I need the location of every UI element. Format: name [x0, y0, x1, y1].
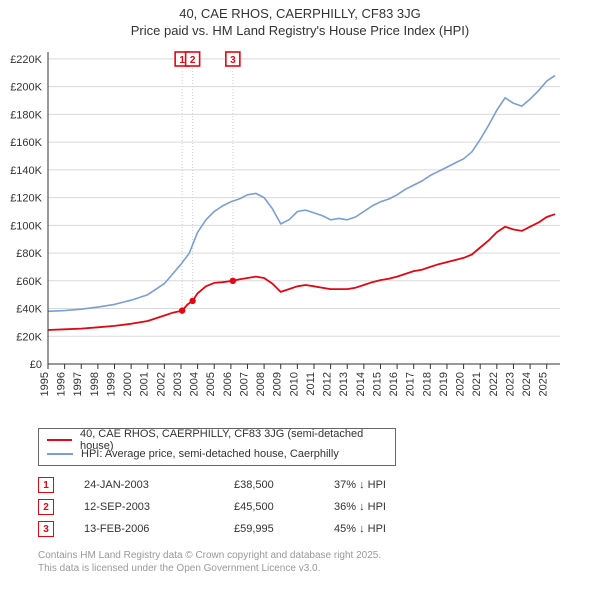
svg-text:£220K: £220K — [10, 54, 42, 66]
chart-area: £0 £20K £40K £60K £80K £100K £120K £140K £160K £1… — [0, 44, 570, 424]
sale-price: £45,500 — [234, 501, 334, 513]
svg-text:£60K: £60K — [16, 276, 42, 288]
sale-delta: 36% ↓ HPI — [334, 501, 444, 513]
svg-text:1995: 1995 — [39, 372, 51, 396]
svg-text:£180K: £180K — [10, 109, 42, 121]
svg-text:2017: 2017 — [405, 372, 417, 396]
svg-text:2005: 2005 — [205, 372, 217, 396]
svg-text:£140K: £140K — [10, 165, 42, 177]
svg-text:£200K: £200K — [10, 82, 42, 94]
svg-text:2: 2 — [190, 55, 196, 66]
svg-text:£40K: £40K — [16, 304, 42, 316]
table-row: 3 13-FEB-2006 £59,995 45% ↓ HPI — [38, 518, 600, 540]
legend: 40, CAE RHOS, CAERPHILLY, CF83 3JG (semi… — [38, 428, 396, 466]
svg-text:2019: 2019 — [438, 372, 450, 396]
svg-text:1999: 1999 — [105, 372, 117, 396]
sales-table: 1 24-JAN-2003 £38,500 37% ↓ HPI 2 12-SEP… — [38, 474, 600, 540]
footer-line: Contains HM Land Registry data © Crown c… — [38, 550, 600, 563]
sale-marker-icon: 3 — [38, 521, 54, 537]
sale-date: 12-SEP-2003 — [84, 501, 234, 513]
svg-text:2010: 2010 — [288, 372, 300, 396]
svg-text:2024: 2024 — [521, 372, 533, 396]
svg-text:1997: 1997 — [72, 372, 84, 396]
legend-swatch — [47, 439, 72, 441]
sale-marker-icon: 1 — [38, 477, 54, 493]
svg-text:2007: 2007 — [238, 372, 250, 396]
svg-text:2013: 2013 — [338, 372, 350, 396]
svg-text:2009: 2009 — [272, 372, 284, 396]
sale-price: £59,995 — [234, 523, 334, 535]
svg-text:£160K: £160K — [10, 137, 42, 149]
svg-text:2008: 2008 — [255, 372, 267, 396]
svg-text:2011: 2011 — [305, 372, 317, 396]
svg-text:2012: 2012 — [322, 372, 334, 396]
legend-row: HPI: Average price, semi-detached house,… — [47, 447, 387, 461]
legend-swatch — [47, 453, 73, 455]
svg-text:£120K: £120K — [10, 193, 42, 205]
svg-text:2001: 2001 — [139, 372, 151, 396]
svg-text:2020: 2020 — [455, 372, 467, 396]
svg-text:1: 1 — [179, 55, 185, 66]
legend-row: 40, CAE RHOS, CAERPHILLY, CF83 3JG (semi… — [47, 433, 387, 447]
svg-text:2006: 2006 — [222, 372, 234, 396]
footer: Contains HM Land Registry data © Crown c… — [38, 550, 600, 575]
sale-delta: 37% ↓ HPI — [334, 479, 444, 491]
svg-text:2022: 2022 — [488, 372, 500, 396]
chart-title-address: 40, CAE RHOS, CAERPHILLY, CF83 3JG — [0, 6, 600, 21]
svg-text:2023: 2023 — [504, 372, 516, 396]
svg-text:2014: 2014 — [355, 372, 367, 396]
footer-line: This data is licensed under the Open Gov… — [38, 563, 600, 576]
svg-text:1998: 1998 — [89, 372, 101, 396]
svg-text:2004: 2004 — [189, 372, 201, 396]
svg-text:2003: 2003 — [172, 372, 184, 396]
svg-text:£80K: £80K — [16, 248, 42, 260]
svg-text:£100K: £100K — [10, 220, 42, 232]
chart-title-sub: Price paid vs. HM Land Registry's House … — [0, 23, 600, 38]
sale-delta: 45% ↓ HPI — [334, 523, 444, 535]
table-row: 2 12-SEP-2003 £45,500 36% ↓ HPI — [38, 496, 600, 518]
sale-date: 13-FEB-2006 — [84, 523, 234, 535]
legend-label: HPI: Average price, semi-detached house,… — [81, 448, 339, 460]
svg-text:£0: £0 — [30, 359, 42, 371]
line-chart: £0 £20K £40K £60K £80K £100K £120K £140K £160K £1… — [0, 44, 570, 424]
sale-marker-icon: 2 — [38, 499, 54, 515]
svg-text:2000: 2000 — [122, 372, 134, 396]
svg-text:2018: 2018 — [421, 372, 433, 396]
table-row: 1 24-JAN-2003 £38,500 37% ↓ HPI — [38, 474, 600, 496]
svg-text:3: 3 — [230, 55, 236, 66]
svg-text:2002: 2002 — [155, 372, 167, 396]
svg-text:2016: 2016 — [388, 372, 400, 396]
svg-text:1996: 1996 — [56, 372, 68, 396]
svg-text:2025: 2025 — [538, 372, 550, 396]
svg-text:2015: 2015 — [371, 372, 383, 396]
svg-text:£20K: £20K — [16, 331, 42, 343]
svg-text:2021: 2021 — [471, 372, 483, 396]
sale-price: £38,500 — [234, 479, 334, 491]
sale-date: 24-JAN-2003 — [84, 479, 234, 491]
